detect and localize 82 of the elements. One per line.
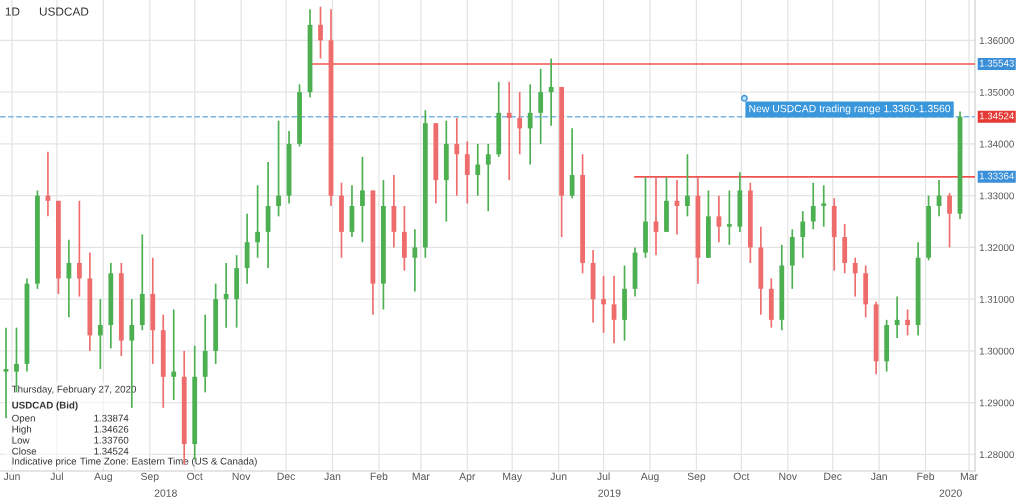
x-tick-label: Nov xyxy=(779,472,798,481)
candlestick xyxy=(905,308,910,337)
x-tick-label: Jun xyxy=(550,472,567,481)
y-tick-label: 1.30000 xyxy=(979,347,1014,355)
candlestick xyxy=(800,210,806,259)
annotation: USDCAD (Bid) xyxy=(12,401,78,411)
x-tick-label: Jul xyxy=(597,472,610,481)
candlestick xyxy=(527,83,533,166)
annotation: 1.34626 xyxy=(94,425,129,433)
annotation: Open xyxy=(12,414,35,424)
x-tick-label: Jan xyxy=(870,472,887,481)
candlestick xyxy=(454,117,460,197)
data-label: 1.35543 xyxy=(979,59,1014,67)
y-tick-label: 1.28000 xyxy=(979,451,1014,459)
text: 2019 xyxy=(598,489,621,497)
candlestick xyxy=(506,80,512,181)
x-tick-label: Aug xyxy=(640,472,659,483)
annotation: Close xyxy=(12,447,37,455)
x-tick-label: Apr xyxy=(459,472,476,483)
text: 2020 xyxy=(939,489,962,497)
text: 2018 xyxy=(154,489,177,497)
x-tick-label: Sep xyxy=(140,472,159,483)
candlestick xyxy=(76,199,82,298)
y-tick-label: 1.36000 xyxy=(979,37,1014,44)
candlestick xyxy=(360,155,365,244)
x-tick-label: Sep xyxy=(687,472,706,483)
candlestick xyxy=(538,68,544,145)
x-tick-label: Jul xyxy=(50,472,63,481)
x-tick-label: May xyxy=(503,472,523,483)
candlestick xyxy=(894,295,900,339)
candlestick xyxy=(485,143,491,213)
x-tick-label: Feb xyxy=(917,472,935,481)
data-label: 1.33364 xyxy=(979,172,1015,180)
candlestick xyxy=(947,192,952,249)
candlestick xyxy=(276,119,281,218)
annotation: 1.33760 xyxy=(94,436,129,444)
candlestick xyxy=(810,181,816,231)
candlestick xyxy=(318,5,323,60)
annotation: New USDCAD trading range 1.3360-1.3560 xyxy=(749,104,951,115)
ref-line-label: 1.34524 xyxy=(979,112,1015,120)
candlestick xyxy=(601,275,606,334)
x-tick-label: Jan xyxy=(324,472,341,481)
x-tick-label: Oct xyxy=(187,472,203,481)
y-tick-label: 1.32000 xyxy=(979,244,1014,252)
y-tick-label: 1.35000 xyxy=(979,88,1014,96)
candlestick xyxy=(223,262,229,329)
x-tick-label: Feb xyxy=(370,472,388,481)
y-tick-label: 1.33000 xyxy=(979,192,1014,200)
x-tick-label: Nov xyxy=(232,472,251,481)
annotation: Indicative price xyxy=(12,457,77,467)
candlestick xyxy=(255,184,260,259)
x-tick-label: Dec xyxy=(277,472,296,481)
candlestick xyxy=(171,308,177,401)
y-tick-label: 1.29000 xyxy=(979,399,1014,407)
x-tick-label: Mar xyxy=(960,472,978,481)
x-tick-label: Dec xyxy=(824,472,842,481)
candlestick xyxy=(517,91,523,156)
x-tick-label: Jun xyxy=(3,472,20,481)
candlestick xyxy=(3,326,9,420)
annotation: 1.33874 xyxy=(94,414,129,422)
candlestick xyxy=(464,140,470,205)
x-tick-label: Mar xyxy=(412,472,430,481)
candlestick xyxy=(569,127,575,200)
candlestick xyxy=(716,194,722,244)
y-tick-label: 1.31000 xyxy=(979,295,1014,303)
candlestick xyxy=(821,184,827,228)
x-tick-label: Aug xyxy=(94,472,112,483)
candlestick xyxy=(852,256,858,298)
annotation: High xyxy=(12,425,32,435)
candlestick xyxy=(66,238,72,319)
annotation: Low xyxy=(12,436,30,444)
annotation: 1.34524 xyxy=(94,447,129,455)
candlestick xyxy=(685,153,690,218)
chart-subtitle: 1D xyxy=(5,7,20,16)
candlestick xyxy=(726,189,732,246)
candlestick xyxy=(548,57,554,127)
candlestick xyxy=(475,143,481,197)
x-tick-label: Oct xyxy=(733,472,750,481)
chart-title: USDCAD xyxy=(39,7,89,16)
candlestick xyxy=(412,228,418,293)
y-tick-label: 1.34000 xyxy=(979,140,1014,148)
candlestick xyxy=(97,298,103,370)
